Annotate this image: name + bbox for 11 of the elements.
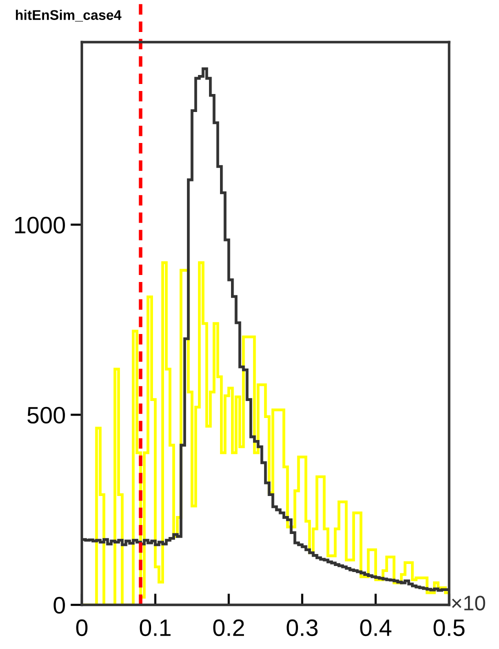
x-tick-label: 0 [76, 619, 88, 636]
x-tick-label: 0.2 [213, 619, 244, 636]
y-tick-label: 0 [54, 596, 65, 614]
text: ×10 [452, 596, 486, 610]
x-tick-label: 0.3 [286, 619, 318, 636]
chart-title: hitEnSim_case4 [16, 10, 122, 22]
x-tick-label: 0.4 [360, 619, 392, 636]
y-tick-label: 1000 [15, 216, 65, 234]
x-tick-label: 0.5 [434, 619, 465, 636]
x-tick-label: 0.1 [140, 619, 171, 636]
y-tick-label: 500 [27, 406, 65, 424]
